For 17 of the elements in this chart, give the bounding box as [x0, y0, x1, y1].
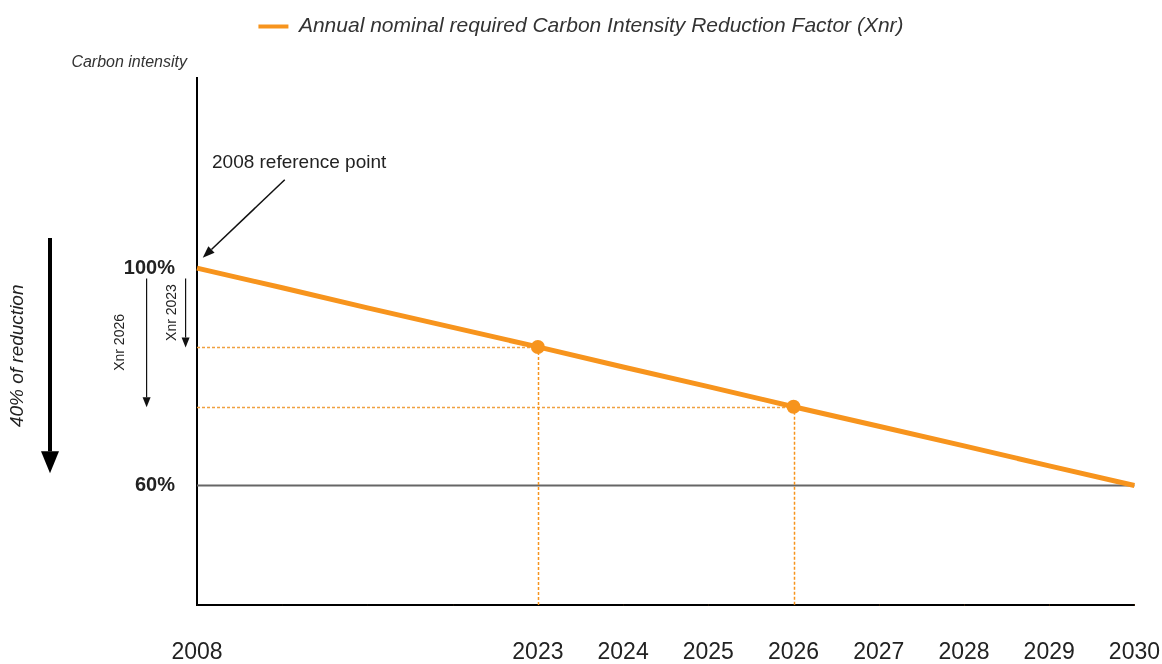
text: 40% of reduction — [6, 284, 28, 428]
y-tick-label: 100% — [123, 255, 176, 278]
x-tick-label: 2026 — [767, 638, 820, 664]
x-tick-label: 2023 — [512, 638, 564, 664]
x-tick-label: 2029 — [1023, 638, 1075, 664]
x-tick-label: 2030 — [1108, 638, 1160, 664]
x-tick-label: 2024 — [597, 638, 649, 664]
x-tick-label: 2028 — [938, 638, 990, 664]
text: Xnr 2026 — [110, 313, 127, 371]
legend-label: Annual nominal required Carbon Intensity Reduction Factor (Xnr) — [296, 13, 904, 37]
x-tick-label: 2025 — [682, 638, 734, 664]
annotation: 2008 reference point — [212, 151, 388, 173]
x-tick-label: 2027 — [853, 638, 905, 664]
y-axis-title: Carbon intensity — [71, 53, 188, 71]
x-tick-label: 2008 — [171, 638, 223, 664]
text: Xnr 2023 — [162, 283, 179, 341]
y-tick-label: 60% — [134, 472, 176, 495]
